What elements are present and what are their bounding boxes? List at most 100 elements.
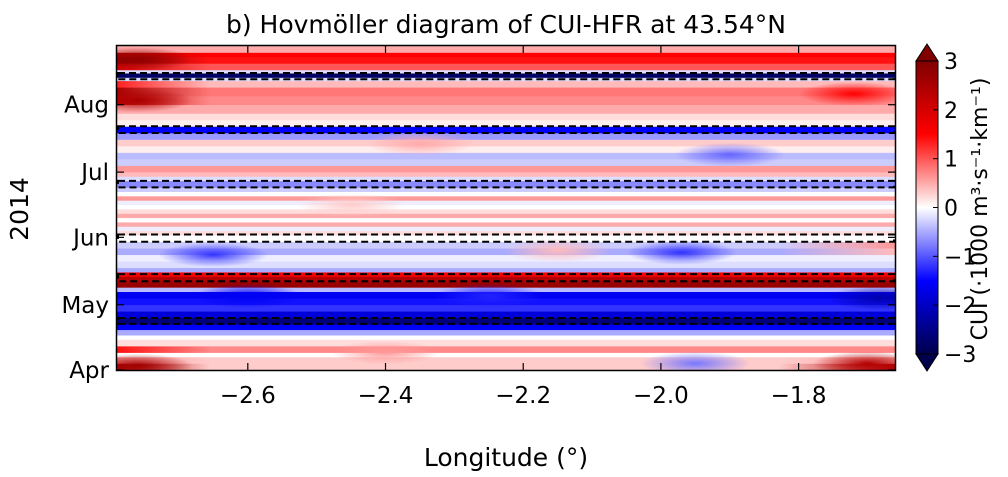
heatmap-band: [117, 191, 895, 197]
heatmap-band: [117, 52, 895, 58]
dashed-event-box: [117, 273, 895, 283]
heatmap-band: [117, 310, 895, 319]
x-axis-label: Longitude (°): [424, 443, 588, 472]
heatmap-band: [117, 345, 895, 353]
plot-frame: [115, 44, 897, 372]
heatmap-band: [117, 80, 895, 88]
heatmap-band: [117, 254, 895, 262]
colorbar-extend-max: [915, 43, 939, 62]
x-axis-ticks: −2.6 −2.4 −2.2 −2.0 −1.8: [220, 46, 827, 409]
colorbar-tick-label: −1: [944, 245, 976, 270]
heatmap-band: [117, 241, 895, 249]
y-tick-label: Jul: [79, 160, 109, 186]
heatmap-band: [117, 63, 895, 71]
heatmap-blob: [330, 340, 441, 365]
colorbar-label: CUI (·1000 m³·s⁻¹·km⁻¹): [968, 78, 993, 341]
heatmap-band: [117, 176, 895, 182]
heatmap-band: [117, 139, 895, 147]
heatmap-band: [117, 56, 895, 64]
heatmap-band: [117, 352, 895, 358]
heatmap-blob: [158, 242, 269, 267]
heatmap-band: [117, 324, 895, 331]
colorbar-tick-label: 1: [944, 148, 958, 173]
dashed-event-box: [117, 71, 895, 81]
dashed-event-box: [117, 317, 895, 325]
x-tick-label: −2.6: [220, 383, 276, 409]
x-tick-label: −2.0: [633, 383, 689, 409]
heatmap-band: [117, 267, 895, 273]
heatmap-band: [117, 204, 895, 210]
y-axis-ticks: Apr May Jun Jul Aug: [61, 93, 895, 384]
colorbar-tick-label: −3: [944, 343, 976, 368]
heatmap-band: [117, 217, 895, 223]
heatmap-band: [117, 187, 895, 192]
heatmap-blob: [117, 353, 193, 370]
heatmap-blob: [364, 131, 475, 156]
heatmap-band: [117, 165, 895, 173]
dashed-event-boxes: [117, 71, 895, 325]
heatmap-band: [117, 119, 895, 127]
x-tick-label: −2.2: [495, 383, 551, 409]
colorbar-tick-label: −2: [944, 294, 976, 319]
colorbar-extend-min: [915, 353, 939, 372]
heatmap-band: [117, 95, 895, 106]
dashed-event-box: [117, 125, 895, 134]
heatmap-band: [117, 334, 895, 340]
y-axis-label: 2014: [5, 177, 34, 241]
heatmap-blob: [674, 142, 785, 167]
heatmap-band: [117, 104, 895, 114]
y-tick-label: Aug: [64, 93, 109, 119]
heatmap-blob: [812, 351, 895, 370]
heatmap-band: [117, 260, 895, 269]
heatmap-band: [117, 329, 895, 336]
chart-title: b) Hovmöller diagram of CUI-HFR at 43.54…: [226, 10, 786, 39]
heatmap-band: [117, 152, 895, 160]
heatmap-band: [117, 363, 895, 370]
heatmap-band: [117, 158, 895, 166]
heatmap-band: [117, 213, 895, 219]
heatmap-blob: [626, 240, 737, 265]
heatmap-band: [117, 276, 895, 283]
heatmap-blob: [117, 88, 193, 113]
y-tick-label: May: [61, 293, 109, 319]
colorbar-tick-label: 2: [944, 99, 958, 124]
heatmap-band: [117, 226, 895, 232]
heatmap-band: [117, 132, 895, 140]
heatmap-cells: [117, 46, 895, 370]
heatmap-blob: [296, 192, 407, 217]
heatmap-band: [117, 113, 895, 121]
colorbar: −3 −2 −1 0 1 2 3: [915, 43, 976, 372]
heatmap-blob: [502, 238, 613, 263]
heatmap-band: [117, 281, 895, 288]
heatmap-band: [117, 87, 895, 97]
heatmap-band: [117, 221, 895, 227]
heatmap-band: [117, 208, 895, 214]
heatmap-band: [117, 230, 895, 236]
heatmap-blob: [192, 284, 303, 309]
heatmap-band: [117, 46, 895, 53]
colorbar-tick-label: 3: [944, 50, 958, 75]
heatmap-band: [117, 304, 895, 312]
heatmap-band: [117, 339, 895, 347]
y-tick-label: Apr: [69, 358, 109, 384]
heatmap-band: [117, 180, 895, 188]
heatmap-band: [117, 317, 895, 325]
colorbar-gradient: [916, 61, 938, 354]
x-tick-label: −1.8: [771, 383, 827, 409]
colorbar-tick-label: 0: [944, 197, 958, 222]
heatmap-blob: [640, 351, 751, 370]
heatmap-band: [117, 145, 895, 153]
heatmap-band: [117, 126, 895, 134]
heatmap-band: [117, 171, 895, 177]
heatmap-blob: [826, 286, 895, 311]
x-tick-label: −2.4: [358, 383, 414, 409]
dashed-event-box: [117, 179, 895, 189]
heatmap-band: [117, 200, 895, 206]
heatmap-band: [117, 69, 895, 74]
heatmap-band: [117, 234, 895, 243]
heatmap-blob: [798, 81, 895, 106]
heatmap-blob: [433, 284, 544, 309]
heatmap-blob: [117, 47, 193, 72]
heatmap-band: [117, 72, 895, 78]
